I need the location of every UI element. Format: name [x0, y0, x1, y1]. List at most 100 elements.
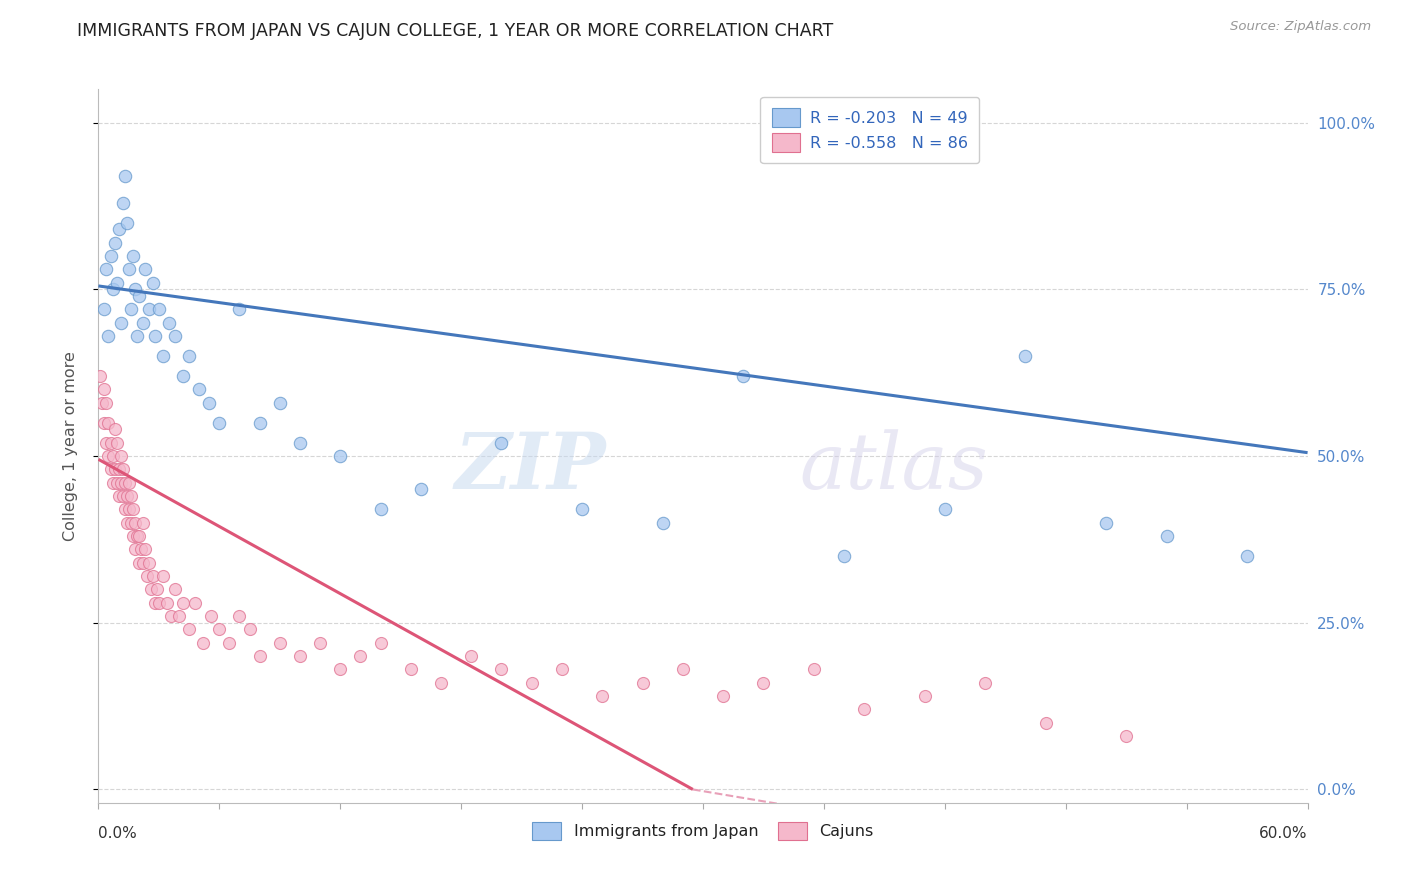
Point: [115, 216, 138, 230]
Point: [146, 582, 169, 597]
Point: [89, 368, 111, 383]
Point: [1095, 516, 1118, 530]
Point: [208, 623, 231, 637]
Point: [97, 329, 120, 343]
Point: [193, 636, 215, 650]
Point: [134, 542, 156, 557]
Point: [152, 569, 174, 583]
Point: [269, 395, 291, 409]
Point: [460, 649, 482, 664]
Point: [179, 349, 201, 363]
Point: [111, 462, 134, 476]
Point: [105, 276, 128, 290]
Point: [249, 416, 271, 430]
Point: [120, 489, 142, 503]
Point: [115, 489, 138, 503]
Point: [249, 649, 271, 664]
Point: [138, 302, 160, 317]
Point: [491, 435, 513, 450]
Point: [148, 302, 170, 317]
Point: [1115, 729, 1137, 743]
Point: [152, 349, 174, 363]
Point: [132, 316, 155, 330]
Point: [139, 582, 162, 597]
Point: [167, 609, 190, 624]
Point: [208, 416, 231, 430]
Point: [100, 249, 122, 263]
Point: [125, 529, 148, 543]
Point: [733, 368, 755, 383]
Point: [118, 262, 141, 277]
Point: [100, 435, 122, 450]
Text: atlas: atlas: [800, 429, 988, 506]
Point: [121, 502, 143, 516]
Point: [409, 483, 432, 497]
Point: [184, 596, 207, 610]
Point: [142, 569, 165, 583]
Point: [138, 556, 160, 570]
Point: [114, 502, 136, 516]
Point: [672, 662, 695, 676]
Text: 0.0%: 0.0%: [98, 826, 138, 841]
Point: [172, 596, 194, 610]
Point: [129, 542, 152, 557]
Point: [97, 449, 120, 463]
Text: ZIP: ZIP: [454, 429, 606, 506]
Text: IMMIGRANTS FROM JAPAN VS CAJUN COLLEGE, 1 YEAR OR MORE CORRELATION CHART: IMMIGRANTS FROM JAPAN VS CAJUN COLLEGE, …: [77, 22, 834, 40]
Point: [430, 675, 453, 690]
Point: [591, 689, 613, 703]
Point: [1014, 349, 1036, 363]
Point: [711, 689, 734, 703]
Point: [200, 609, 222, 624]
Point: [107, 222, 129, 236]
Point: [198, 395, 221, 409]
Point: [124, 516, 146, 530]
Point: [96, 435, 118, 450]
Point: [179, 623, 201, 637]
Point: [128, 529, 150, 543]
Point: [914, 689, 936, 703]
Point: [148, 596, 170, 610]
Point: [1156, 529, 1178, 543]
Point: [491, 662, 513, 676]
Point: [103, 462, 125, 476]
Point: [142, 276, 165, 290]
Text: 60.0%: 60.0%: [1260, 826, 1308, 841]
Point: [111, 489, 134, 503]
Point: [121, 249, 143, 263]
Text: Source: ZipAtlas.com: Source: ZipAtlas.com: [1230, 20, 1371, 33]
Point: [100, 462, 122, 476]
Point: [114, 475, 136, 490]
Point: [803, 662, 825, 676]
Point: [125, 329, 148, 343]
Point: [120, 516, 142, 530]
Point: [309, 636, 332, 650]
Point: [329, 449, 352, 463]
Point: [135, 569, 157, 583]
Point: [121, 529, 143, 543]
Point: [132, 556, 155, 570]
Point: [96, 262, 118, 277]
Point: [111, 195, 134, 210]
Point: [105, 475, 128, 490]
Point: [269, 636, 291, 650]
Point: [288, 649, 311, 664]
Point: [143, 596, 166, 610]
Point: [651, 516, 673, 530]
Point: [124, 542, 146, 557]
Point: [91, 395, 114, 409]
Point: [188, 382, 211, 396]
Point: [101, 475, 124, 490]
Point: [160, 609, 183, 624]
Point: [93, 382, 115, 396]
Point: [105, 435, 128, 450]
Point: [128, 289, 150, 303]
Point: [120, 302, 142, 317]
Point: [329, 662, 352, 676]
Point: [974, 675, 997, 690]
Point: [93, 302, 115, 317]
Point: [101, 449, 124, 463]
Point: [370, 636, 392, 650]
Point: [110, 475, 132, 490]
Point: [128, 556, 150, 570]
